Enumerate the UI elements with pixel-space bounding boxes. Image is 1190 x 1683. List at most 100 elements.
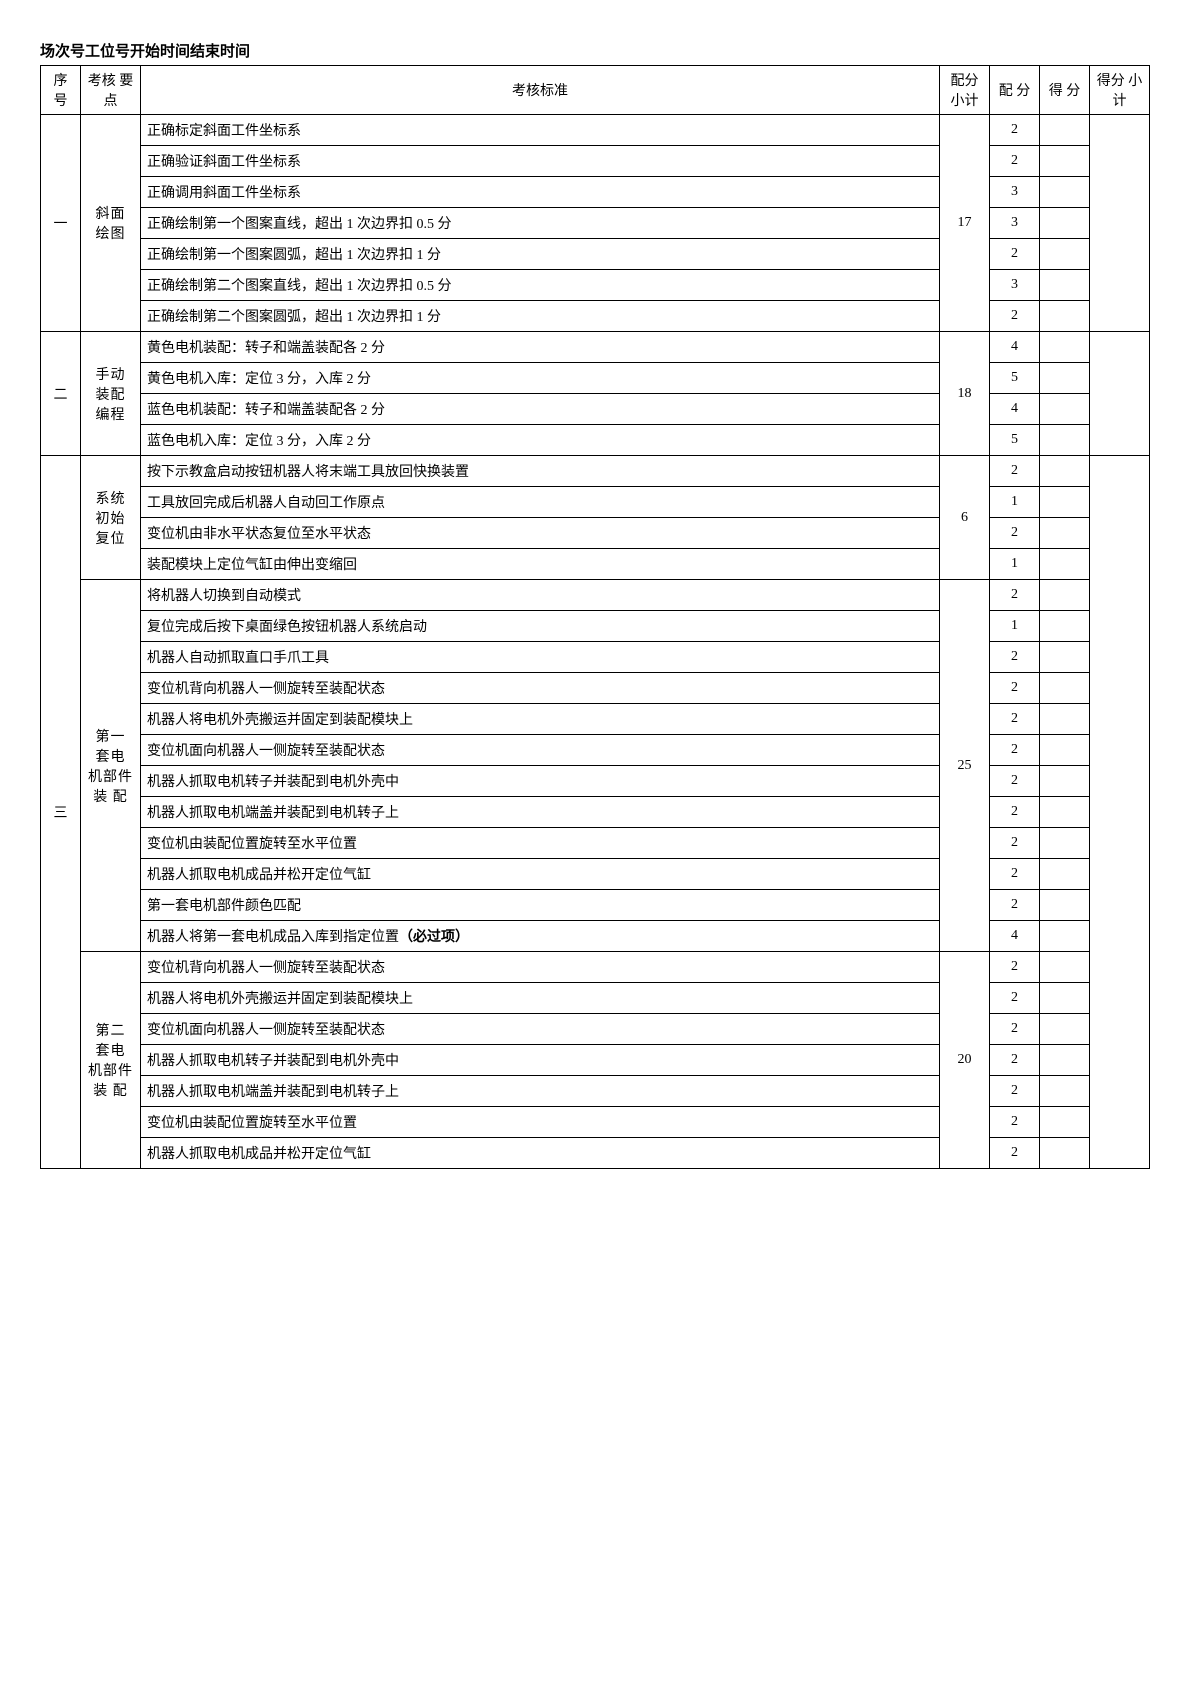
peifen-cell: 2 [990, 983, 1040, 1014]
peifen-cell: 5 [990, 363, 1040, 394]
std-cell: 将机器人切换到自动模式 [141, 580, 940, 611]
std-cell: 装配模块上定位气缸由伸出变缩回 [141, 549, 940, 580]
peifen-cell: 3 [990, 208, 1040, 239]
peifen-cell: 2 [990, 518, 1040, 549]
std-cell: 机器人抓取电机转子并装配到电机外壳中 [141, 766, 940, 797]
defen-cell [1040, 983, 1090, 1014]
defen-cell [1040, 270, 1090, 301]
peifen-cell: 1 [990, 611, 1040, 642]
table-header-row: 序 号 考核 要点 考核标准 配分 小计 配 分 得 分 得分 小计 [41, 66, 1150, 115]
defen-cell [1040, 208, 1090, 239]
defen-cell [1040, 735, 1090, 766]
peifen-cell: 2 [990, 642, 1040, 673]
defen-cell [1040, 301, 1090, 332]
point-cell: 斜面 绘图 [81, 115, 141, 332]
seq-cell: 一 [41, 115, 81, 332]
std-cell: 正确绘制第一个图案直线，超出 1 次边界扣 0.5 分 [141, 208, 940, 239]
table-row: 三系统 初始 复位按下示教盒启动按钮机器人将末端工具放回快换装置62 [41, 456, 1150, 487]
defen-cell [1040, 704, 1090, 735]
std-cell: 机器人抓取电机端盖并装配到电机转子上 [141, 1076, 940, 1107]
peifen-cell: 2 [990, 704, 1040, 735]
peifen-cell: 5 [990, 425, 1040, 456]
std-cell: 机器人将第一套电机成品入库到指定位置（必过项） [141, 921, 940, 952]
subtotal-cell: 20 [940, 952, 990, 1169]
std-cell: 蓝色电机入库：定位 3 分，入库 2 分 [141, 425, 940, 456]
std-cell: 变位机由装配位置旋转至水平位置 [141, 1107, 940, 1138]
defen-cell [1040, 828, 1090, 859]
std-cell: 变位机背向机器人一侧旋转至装配状态 [141, 952, 940, 983]
col-sub: 配分 小计 [940, 66, 990, 115]
col-seq: 序 号 [41, 66, 81, 115]
std-cell: 工具放回完成后机器人自动回工作原点 [141, 487, 940, 518]
defen-cell [1040, 1138, 1090, 1169]
peifen-cell: 4 [990, 332, 1040, 363]
std-cell: 黄色电机装配：转子和端盖装配各 2 分 [141, 332, 940, 363]
seq-cell: 二 [41, 332, 81, 456]
peifen-cell: 1 [990, 549, 1040, 580]
point-cell: 第二 套电 机部件装 配 [81, 952, 141, 1169]
point-cell: 手动 装配 编程 [81, 332, 141, 456]
std-cell: 机器人将电机外壳搬运并固定到装配模块上 [141, 983, 940, 1014]
table-row: 二手动 装配 编程黄色电机装配：转子和端盖装配各 2 分184 [41, 332, 1150, 363]
peifen-cell: 2 [990, 1138, 1040, 1169]
peifen-cell: 2 [990, 673, 1040, 704]
peifen-cell: 2 [990, 952, 1040, 983]
col-std: 考核标准 [141, 66, 940, 115]
peifen-cell: 2 [990, 1014, 1040, 1045]
col-pf: 配 分 [990, 66, 1040, 115]
header-line: 场次号工位号开始时间结束时间 [40, 40, 1150, 61]
std-cell: 正确标定斜面工件坐标系 [141, 115, 940, 146]
seq-cell: 三 [41, 456, 81, 1169]
peifen-cell: 2 [990, 735, 1040, 766]
std-cell: 机器人自动抓取直口手爪工具 [141, 642, 940, 673]
std-cell: 机器人将电机外壳搬运并固定到装配模块上 [141, 704, 940, 735]
table-row: 一斜面 绘图正确标定斜面工件坐标系172 [41, 115, 1150, 146]
std-cell: 正确调用斜面工件坐标系 [141, 177, 940, 208]
point-cell: 系统 初始 复位 [81, 456, 141, 580]
std-bold: （必过项） [399, 930, 469, 945]
subtotal-cell: 25 [940, 580, 990, 952]
std-cell: 正确绘制第二个图案圆弧，超出 1 次边界扣 1 分 [141, 301, 940, 332]
peifen-cell: 2 [990, 1107, 1040, 1138]
peifen-cell: 3 [990, 270, 1040, 301]
std-cell: 按下示教盒启动按钮机器人将末端工具放回快换装置 [141, 456, 940, 487]
defen-cell [1040, 332, 1090, 363]
peifen-cell: 2 [990, 1076, 1040, 1107]
peifen-cell: 2 [990, 146, 1040, 177]
defen-cell [1040, 673, 1090, 704]
defen-cell [1040, 766, 1090, 797]
col-point: 考核 要点 [81, 66, 141, 115]
std-cell: 正确验证斜面工件坐标系 [141, 146, 940, 177]
defen-cell [1040, 890, 1090, 921]
table-row: 第二 套电 机部件装 配变位机背向机器人一侧旋转至装配状态202 [41, 952, 1150, 983]
defen-cell [1040, 115, 1090, 146]
peifen-cell: 1 [990, 487, 1040, 518]
defen-cell [1040, 797, 1090, 828]
defen-cell [1040, 425, 1090, 456]
std-cell: 变位机背向机器人一侧旋转至装配状态 [141, 673, 940, 704]
subtotal-cell: 17 [940, 115, 990, 332]
std-cell: 机器人抓取电机转子并装配到电机外壳中 [141, 1045, 940, 1076]
peifen-cell: 2 [990, 115, 1040, 146]
defen-cell [1040, 394, 1090, 425]
assessment-table: 序 号 考核 要点 考核标准 配分 小计 配 分 得 分 得分 小计 一斜面 绘… [40, 65, 1150, 1169]
total-cell [1090, 115, 1150, 332]
peifen-cell: 4 [990, 921, 1040, 952]
defen-cell [1040, 921, 1090, 952]
total-cell [1090, 332, 1150, 456]
defen-cell [1040, 177, 1090, 208]
std-cell: 机器人抓取电机成品并松开定位气缸 [141, 859, 940, 890]
defen-cell [1040, 642, 1090, 673]
col-df: 得 分 [1040, 66, 1090, 115]
peifen-cell: 2 [990, 766, 1040, 797]
peifen-cell: 4 [990, 394, 1040, 425]
peifen-cell: 2 [990, 890, 1040, 921]
defen-cell [1040, 952, 1090, 983]
std-cell: 正确绘制第二个图案直线，超出 1 次边界扣 0.5 分 [141, 270, 940, 301]
point-cell: 第一 套电 机部件装 配 [81, 580, 141, 952]
peifen-cell: 2 [990, 1045, 1040, 1076]
defen-cell [1040, 518, 1090, 549]
defen-cell [1040, 1014, 1090, 1045]
col-tot: 得分 小计 [1090, 66, 1150, 115]
defen-cell [1040, 611, 1090, 642]
